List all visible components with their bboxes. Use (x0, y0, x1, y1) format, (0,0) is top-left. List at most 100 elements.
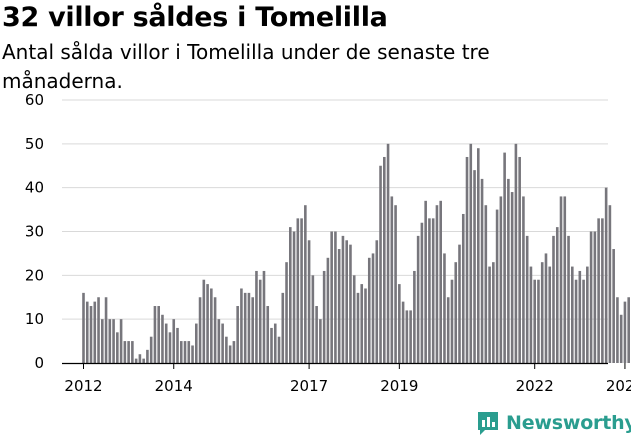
bar (495, 209, 499, 363)
bar (247, 292, 251, 363)
bar (221, 323, 224, 363)
bar (409, 310, 412, 363)
bar (116, 332, 119, 363)
bar (454, 262, 458, 363)
bar (97, 297, 100, 363)
bar (232, 341, 236, 363)
bar (386, 143, 390, 363)
bar (352, 275, 356, 363)
bar (488, 266, 491, 363)
bar (371, 253, 375, 363)
bar (593, 231, 597, 363)
bar (356, 292, 360, 363)
bar (270, 327, 273, 363)
bar (108, 319, 112, 363)
bar (364, 288, 367, 363)
bar (225, 336, 228, 363)
x-tick-label: 2017 (290, 377, 328, 395)
bar (285, 262, 288, 363)
bar (612, 249, 615, 363)
bar (477, 148, 480, 363)
bar (563, 196, 567, 363)
bar (458, 244, 461, 363)
bar (217, 319, 221, 363)
x-axis-ticks: 2012 2014 2017 2019 2022 2024 (64, 363, 631, 395)
bar (379, 165, 382, 363)
x-tick-label: 2014 (155, 377, 193, 395)
bar (262, 270, 266, 363)
bar (213, 297, 217, 363)
bars (82, 143, 630, 363)
bar (202, 279, 206, 363)
bar (567, 235, 570, 363)
bar (176, 327, 179, 363)
bar (413, 270, 416, 363)
bar (322, 270, 326, 363)
bar (555, 227, 559, 363)
bar (465, 156, 469, 363)
bar (586, 266, 589, 363)
bar (540, 262, 544, 363)
bar (469, 143, 473, 363)
y-axis-ticks: 0 10 20 30 40 50 60 (25, 91, 44, 372)
bar (623, 301, 627, 363)
bar (431, 218, 435, 363)
bar (405, 310, 409, 363)
chart-subtitle: Antal sålda villor i Tomelilla under de … (2, 40, 490, 93)
bar (518, 156, 521, 363)
bar (360, 284, 364, 363)
bar (514, 143, 518, 363)
bar (367, 257, 371, 363)
bar (510, 192, 514, 363)
bar (123, 341, 127, 363)
y-tick-label: 50 (25, 135, 44, 153)
bar (492, 262, 495, 363)
y-tick-label: 30 (25, 223, 44, 241)
bar (582, 279, 585, 363)
bar (589, 231, 593, 363)
bar (439, 200, 442, 363)
bar (289, 227, 292, 363)
bar (134, 358, 138, 363)
bar (326, 257, 330, 363)
bar (292, 231, 296, 363)
bar (345, 240, 348, 363)
bar (93, 301, 97, 363)
bar (552, 235, 555, 363)
bar (349, 244, 352, 363)
bar (157, 306, 160, 363)
bar (548, 266, 552, 363)
bar (240, 288, 243, 363)
bar (428, 218, 431, 363)
bar (138, 354, 142, 363)
y-tick-label: 0 (34, 354, 44, 372)
bar (104, 297, 108, 363)
bar (503, 152, 506, 363)
bar (131, 341, 134, 363)
bar (236, 306, 239, 363)
bar (228, 345, 232, 363)
bar (183, 341, 187, 363)
bar (187, 341, 191, 363)
bar (89, 306, 93, 363)
bar (435, 205, 439, 363)
bar (398, 284, 401, 363)
bar (401, 301, 405, 363)
bar (149, 336, 153, 363)
bar (273, 323, 277, 363)
bar (394, 205, 397, 363)
newsworthy-logo[interactable]: Newsworthy (476, 408, 631, 438)
x-tick-label: 2019 (380, 377, 418, 395)
bar (300, 218, 303, 363)
bar (243, 292, 247, 363)
bar (529, 266, 533, 363)
bar (525, 235, 529, 363)
bar (390, 196, 394, 363)
bar (153, 306, 157, 363)
bar (522, 196, 525, 363)
bar (450, 279, 454, 363)
bar (597, 218, 600, 363)
bar (619, 314, 623, 363)
bar (85, 301, 89, 363)
x-tick-label: 2024 (606, 377, 631, 395)
